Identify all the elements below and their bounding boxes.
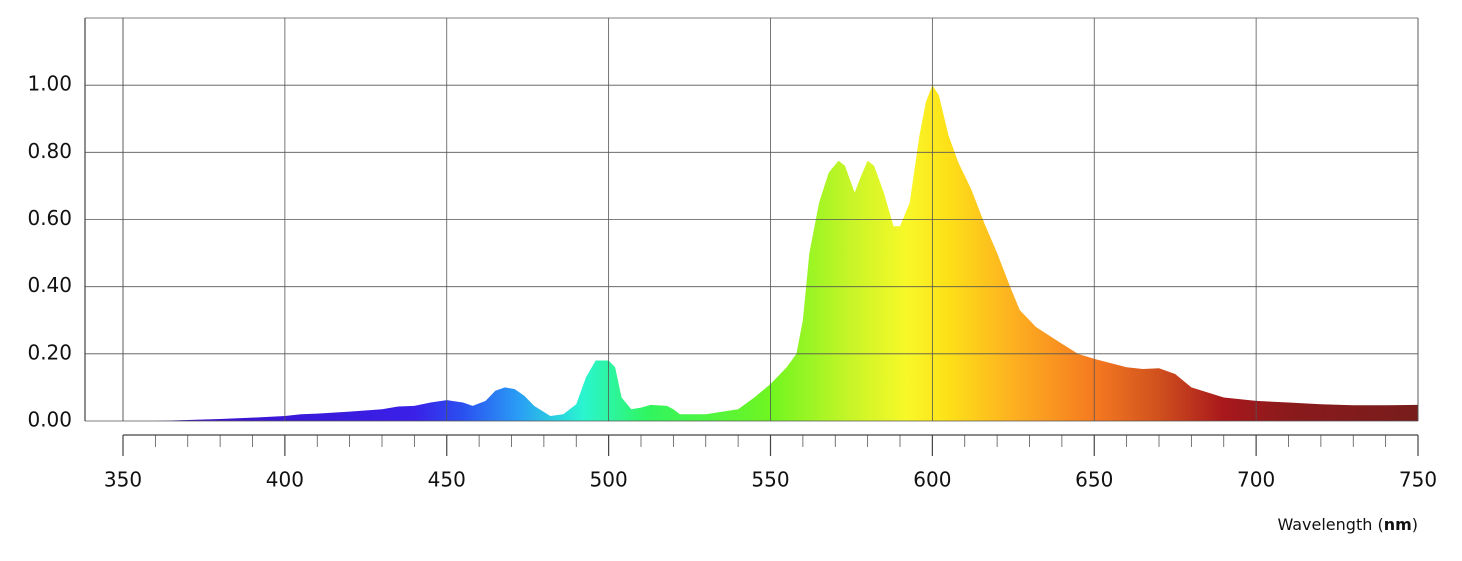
x-tick-label: 600 (913, 468, 951, 492)
x-tick-label: 750 (1399, 468, 1437, 492)
x-tick-label: 550 (751, 468, 789, 492)
y-tick-label: 0.20 (27, 340, 72, 364)
x-label-close: ) (1412, 515, 1418, 534)
y-tick-label: 0.80 (27, 139, 72, 163)
y-tick-label: 0.40 (27, 273, 72, 297)
x-label-unit: nm (1384, 515, 1412, 534)
y-tick-label: 0.00 (27, 408, 72, 432)
x-label-text: Wavelength ( (1277, 515, 1383, 534)
x-tick-label: 450 (428, 468, 466, 492)
x-tick-label: 400 (266, 468, 304, 492)
x-tick-label: 500 (590, 468, 628, 492)
spectrum-area (155, 85, 1418, 422)
y-tick-label: 0.60 (27, 206, 72, 230)
y-tick-label: 1.00 (27, 72, 72, 96)
x-axis-label: Wavelength (nm) (1277, 515, 1418, 534)
x-tick-label: 700 (1237, 468, 1275, 492)
x-tick-label: 650 (1075, 468, 1113, 492)
x-tick-label: 350 (104, 468, 142, 492)
